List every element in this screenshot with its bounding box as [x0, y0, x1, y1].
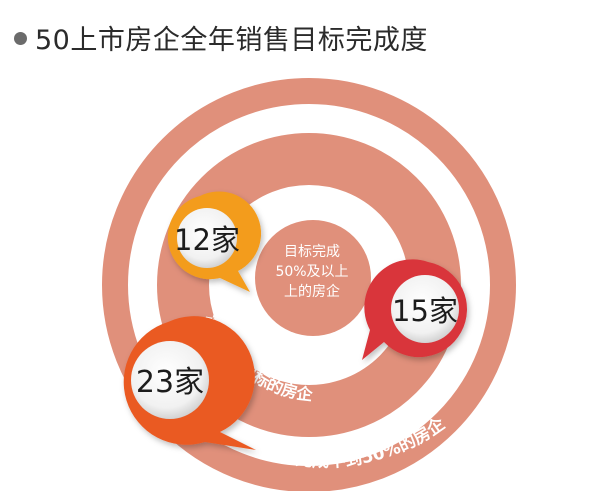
bullet-dot-icon — [14, 32, 27, 45]
chart-title: 50上市房企全年销售目标完成度 — [14, 18, 428, 57]
pin-12-label: 12家 — [174, 223, 240, 257]
inner-disk — [255, 220, 371, 336]
pin-23-badge — [131, 341, 209, 419]
pin-12: 12家 — [167, 191, 262, 292]
center-label-line-3: 上的房企 — [284, 283, 340, 300]
pin-15-label: 15家 — [392, 294, 458, 328]
pin-15: 15家 — [362, 259, 467, 360]
center-label-line-2: 50%及以上 — [275, 264, 348, 280]
pin-15-badge — [391, 275, 459, 343]
outer-ring — [102, 78, 516, 491]
center-label-line-1: 目标完成 — [284, 244, 340, 260]
pin-12-badge — [177, 208, 237, 268]
pin-23-label: 23家 — [136, 365, 204, 400]
pin-23: 23家 — [123, 316, 257, 450]
chart-title-text: 50上市房企全年销售目标完成度 — [35, 25, 428, 56]
